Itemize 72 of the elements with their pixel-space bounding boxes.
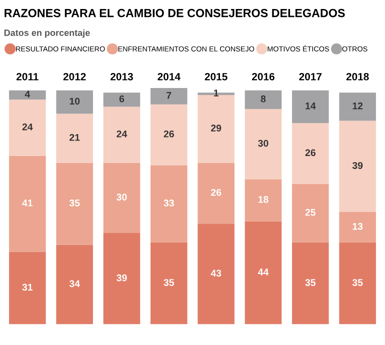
data-label: 24 — [116, 130, 128, 138]
bar — [103, 92, 140, 107]
bar — [244, 109, 282, 180]
data-label: 35 — [164, 279, 174, 286]
data-label: 7 — [166, 92, 172, 99]
bar — [150, 165, 188, 242]
data-label: 35 — [69, 200, 80, 206]
data-label: 35 — [305, 279, 316, 286]
bar — [150, 104, 188, 166]
data-label: 39 — [116, 274, 127, 282]
chart-title: RAZONES PARA EL CAMBIO DE CONSEJEROS DELEGADOS — [4, 8, 345, 18]
data-label: 33 — [164, 200, 174, 206]
bar — [198, 162, 234, 224]
data-label: 25 — [305, 208, 316, 216]
bar — [292, 184, 329, 242]
data-label: 41 — [22, 200, 33, 206]
data-label: 29 — [211, 124, 222, 132]
data-label: 26 — [305, 149, 316, 156]
bar — [9, 100, 46, 156]
data-label: 6 — [119, 95, 124, 102]
bar — [150, 242, 188, 324]
bar — [56, 244, 93, 324]
bar — [292, 90, 329, 124]
data-label: 14 — [306, 102, 316, 110]
data-label: 13 — [352, 222, 363, 230]
x-tick-label: 2013 — [110, 72, 133, 80]
data-label: 18 — [258, 196, 268, 203]
data-label: 34 — [69, 280, 80, 288]
bar — [339, 92, 376, 121]
data-label: 31 — [22, 284, 33, 291]
x-tick-label: 2018 — [346, 72, 369, 80]
data-label: 21 — [70, 134, 80, 141]
bar — [292, 123, 329, 184]
bar — [244, 179, 282, 222]
data-label: 30 — [116, 194, 127, 201]
data-label: 8 — [260, 95, 266, 102]
data-label: 44 — [258, 268, 269, 276]
data-label: 4 — [24, 90, 30, 98]
x-tick-label: 2011 — [16, 72, 38, 80]
data-label: 35 — [352, 279, 363, 286]
bar — [56, 90, 93, 114]
data-label: 24 — [22, 123, 33, 130]
data-label: 39 — [352, 162, 363, 169]
bar — [103, 233, 140, 324]
bar — [244, 90, 282, 110]
data-label: 10 — [70, 98, 80, 105]
data-label: 43 — [210, 270, 222, 277]
x-tick-label: 2015 — [204, 72, 228, 80]
bar — [198, 224, 234, 324]
x-tick-label: 2016 — [252, 72, 274, 80]
data-label: 12 — [352, 102, 363, 110]
bar — [339, 120, 376, 212]
bar — [9, 90, 46, 100]
bar — [339, 242, 376, 324]
chart-subtitle: Datos en porcentaje — [4, 29, 90, 38]
data-label: 26 — [211, 188, 222, 196]
bar — [244, 221, 282, 324]
bar — [56, 162, 93, 245]
bar — [103, 162, 140, 234]
x-tick-label: 2014 — [158, 72, 180, 80]
data-label: 26 — [164, 130, 174, 138]
bar — [339, 212, 376, 242]
bar — [103, 106, 140, 163]
x-tick-label: 2012 — [63, 72, 86, 80]
bar — [9, 252, 46, 324]
bar — [292, 242, 329, 324]
bar — [9, 156, 46, 252]
data-label: 30 — [258, 140, 268, 147]
bar — [150, 88, 188, 104]
bar — [198, 94, 234, 163]
x-tick-label: 2017 — [299, 72, 322, 80]
bar — [56, 114, 93, 163]
